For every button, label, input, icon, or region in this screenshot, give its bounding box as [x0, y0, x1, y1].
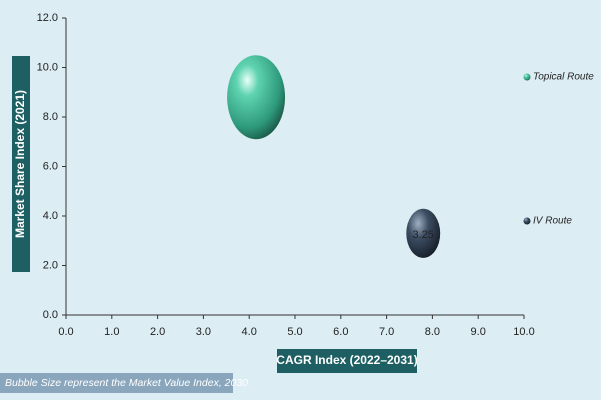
note: Bubble Size represent the Market Value I… [5, 377, 248, 389]
x-tick-label: 7.0 [379, 326, 394, 338]
legend-marker [523, 73, 531, 81]
y-axis-title: Market Share Index (2021) [13, 90, 27, 238]
y-tick-label: 0.0 [43, 309, 58, 321]
bubble [406, 208, 441, 258]
x-tick-label: 8.0 [425, 326, 440, 338]
x-tick-label: 2.0 [150, 326, 165, 338]
x-tick-label: 0.0 [58, 326, 73, 338]
y-tick-label: 4.0 [43, 210, 58, 222]
legend-marker [523, 217, 531, 225]
x-tick-label: 6.0 [333, 326, 348, 338]
y-title-box [12, 56, 30, 272]
bubble [227, 55, 286, 140]
bubble-label: 3.25 [413, 229, 434, 241]
legend-label: IV Route [533, 216, 572, 227]
x-axis-title: CAGR Index (2022–2031) [276, 353, 417, 367]
legend-label: Topical Route [533, 72, 594, 83]
y-tick-label: 2.0 [43, 259, 58, 271]
y-tick-label: 8.0 [43, 111, 58, 123]
x-tick-label: 5.0 [287, 326, 302, 338]
x-tick-label: 9.0 [471, 326, 486, 338]
x-title-box [277, 349, 417, 373]
x-tick-label: 4.0 [242, 326, 257, 338]
x-tick-label: 1.0 [104, 326, 119, 338]
x-tick-label: 10.0 [513, 326, 534, 338]
y-tick-label: 12.0 [37, 12, 58, 24]
y-tick-label: 6.0 [43, 160, 58, 172]
x-tick-label: 3.0 [196, 326, 211, 338]
y-tick-label: 10.0 [37, 61, 58, 73]
note-box [0, 373, 233, 393]
